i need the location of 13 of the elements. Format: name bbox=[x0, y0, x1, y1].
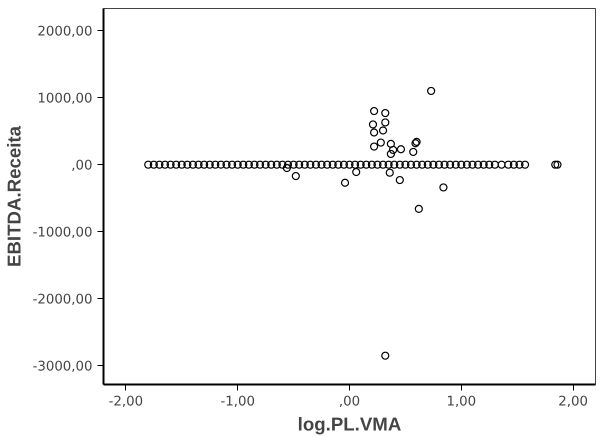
y-tick-label: 2000,00 bbox=[37, 24, 93, 40]
x-axis-title: log.PL.VMA bbox=[298, 414, 402, 434]
x-tick-label: 2,00 bbox=[558, 394, 588, 410]
x-tick-label: ,00 bbox=[338, 394, 360, 410]
x-tick-label: -1,00 bbox=[220, 394, 255, 410]
x-tick-label: -2,00 bbox=[108, 394, 144, 410]
y-tick-label: ,00 bbox=[71, 158, 93, 174]
y-axis-title: EBITDA.Receita bbox=[4, 125, 25, 267]
y-tick-label: -2000,00 bbox=[32, 292, 93, 308]
y-tick-label: -1000,00 bbox=[32, 226, 93, 241]
y-tick-label: -3000,00 bbox=[32, 360, 93, 375]
x-tick-label: 1,00 bbox=[446, 394, 476, 410]
y-tick-label: 1000,00 bbox=[37, 92, 93, 107]
